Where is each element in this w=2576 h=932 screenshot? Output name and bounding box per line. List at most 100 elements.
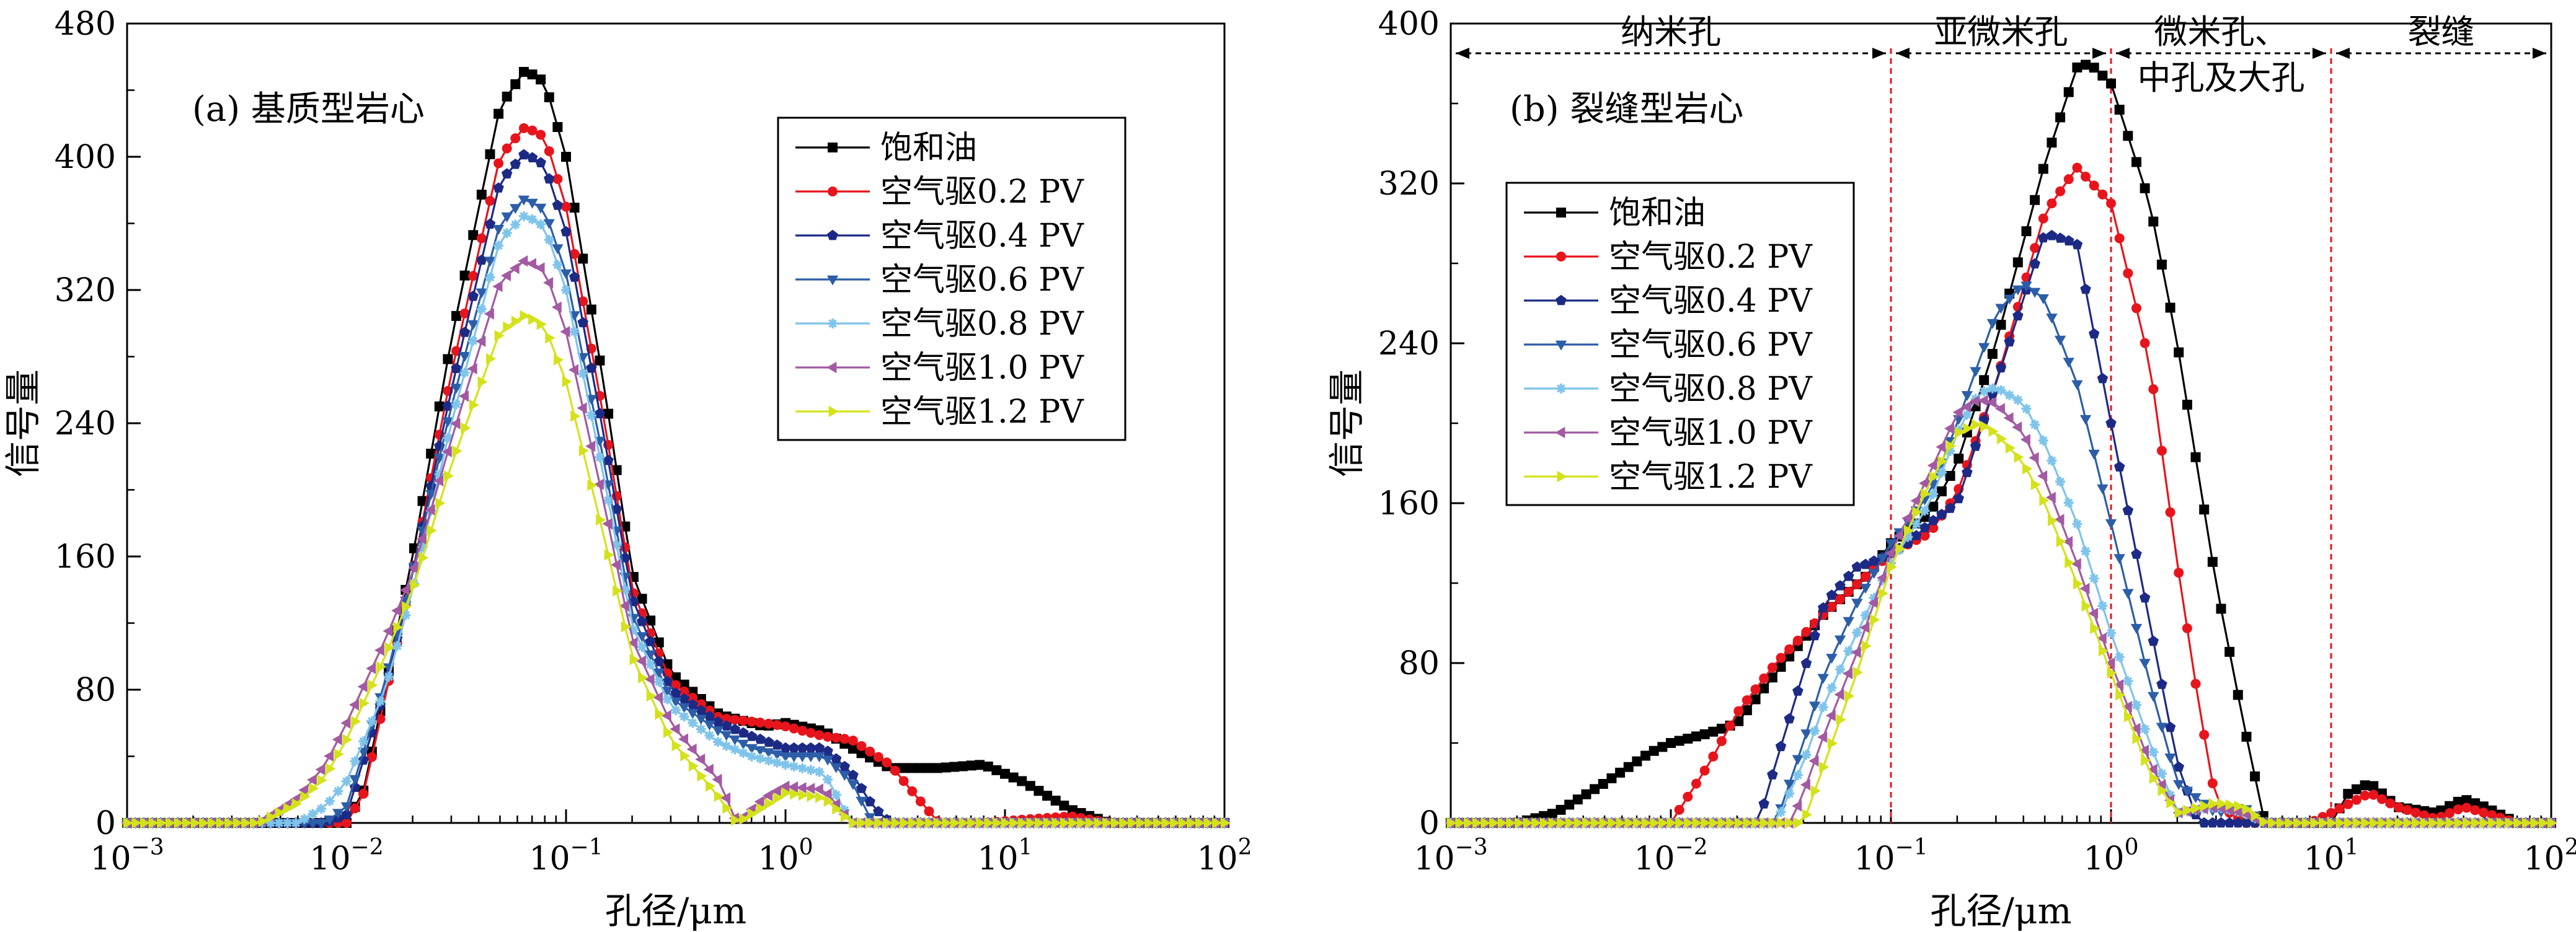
panel-b-data-point xyxy=(1691,778,1701,789)
panel-a-data-point xyxy=(578,445,589,457)
panel-b-legend-label: 饱和油 xyxy=(1609,195,1706,232)
panel-a-data-point xyxy=(552,122,563,133)
panel-b-data-point xyxy=(1885,539,1897,550)
panel-a-data-point xyxy=(856,783,867,793)
panel-b-data-point xyxy=(2055,186,2066,196)
panel-a-data-point xyxy=(536,319,547,330)
panel-a-data-point xyxy=(864,796,875,807)
panel-a-data-point xyxy=(737,739,750,750)
panel-b-data-point xyxy=(1835,580,1846,591)
panel-a-data-point xyxy=(907,786,918,796)
panel-a-data-point xyxy=(900,817,910,829)
panel-b-data-point xyxy=(1750,694,1761,705)
panel-b-data-point xyxy=(2106,628,2116,638)
panel-a-data-point xyxy=(823,731,833,742)
panel-a-data-point xyxy=(780,742,791,753)
panel-b-data-point xyxy=(2012,310,2024,321)
panel-b-y-tick-label: 80 xyxy=(1399,645,1440,682)
panel-b-data-point xyxy=(1547,809,1557,819)
panel-a-data-point xyxy=(536,74,546,85)
panel-a-data-point xyxy=(1017,776,1027,786)
panel-a-data-point xyxy=(798,789,808,801)
panel-b-data-point xyxy=(1870,613,1880,626)
panel-a-data-point xyxy=(1136,817,1146,829)
panel-b-data-point xyxy=(1953,493,1964,504)
panel-b-data-point xyxy=(1861,610,1871,620)
panel-a-data-point xyxy=(603,408,614,419)
panel-b-data-point xyxy=(2131,157,2141,167)
panel-b-data-point xyxy=(1708,726,1719,737)
panel-b-data-point xyxy=(2496,817,2507,829)
panel-b-legend-swatch-marker xyxy=(1555,340,1567,351)
panel-a-data-point xyxy=(442,417,454,428)
panel-a-data-point xyxy=(620,542,631,553)
panel-b-data-point xyxy=(2106,198,2116,209)
panel-a-data-point xyxy=(730,714,740,725)
panel-b-data-point xyxy=(1497,817,1508,829)
panel-a-data-point xyxy=(451,310,461,321)
panel-b-data-point xyxy=(1817,731,1828,743)
panel-b-data-point xyxy=(2048,514,2058,527)
panel-a-data-point xyxy=(441,446,452,458)
panel-b-data-point xyxy=(1961,391,1973,402)
panel-b-data-point xyxy=(2276,817,2286,829)
panel-b-data-point xyxy=(1859,622,1870,633)
panel-a-data-point xyxy=(291,798,302,810)
panel-a-data-point xyxy=(569,364,579,376)
panel-b-data-point xyxy=(2097,484,2109,495)
panel-b-data-point xyxy=(2130,623,2143,634)
panel-b-data-point xyxy=(2021,281,2032,292)
panel-b-data-point xyxy=(2513,817,2523,829)
panel-a-data-point xyxy=(653,656,665,667)
panel-a-data-point xyxy=(722,802,733,814)
panel-a-data-point xyxy=(544,92,554,103)
panel-b-data-point xyxy=(1800,657,1812,668)
panel-a-y-tick-label: 240 xyxy=(55,405,116,442)
panel-b-data-point xyxy=(2114,233,2125,244)
panel-a-data-point xyxy=(552,174,563,184)
panel-b-data-point xyxy=(2063,235,2074,246)
panel-a-data-point xyxy=(646,690,657,702)
panel-a-data-point xyxy=(452,445,463,457)
panel-a-x-tick-label: 100 xyxy=(758,835,813,877)
panel-b-data-point xyxy=(2487,810,2497,820)
panel-b-data-point xyxy=(2164,754,2176,764)
panel-a-data-point xyxy=(283,802,294,814)
panel-b-data-point xyxy=(1928,514,1939,525)
panel-b-data-point xyxy=(1768,817,1779,829)
panel-a-data-point xyxy=(1043,817,1053,829)
panel-a-data-point xyxy=(857,817,868,829)
panel-b-data-point xyxy=(1742,705,1752,716)
panel-b-x-tick-label: 101 xyxy=(2303,835,2358,877)
panel-b-data-point xyxy=(1843,646,1854,656)
panel-b-data-point xyxy=(2174,807,2185,819)
panel-b-data-point xyxy=(2113,461,2125,472)
panel-b-data-point xyxy=(1726,817,1737,829)
panel-a-data-point xyxy=(435,497,446,509)
panel-b-data-point xyxy=(1701,817,1711,829)
panel-b-data-point xyxy=(1767,672,1777,683)
panel-a-legend-label: 空气驱0.6 PV xyxy=(880,262,1084,299)
panel-a-data-point xyxy=(535,157,546,167)
panel-b-data-point xyxy=(2123,676,2133,687)
panel-b-data-point xyxy=(1945,471,1955,481)
panel-b-data-point xyxy=(2156,679,2167,689)
panel-b-data-point xyxy=(2014,451,2024,463)
panel-a-data-point xyxy=(375,696,386,706)
panel-a-data-point xyxy=(678,693,690,704)
panel-a-data-point xyxy=(274,818,285,828)
panel-b-data-point xyxy=(2394,802,2404,812)
panel-b-data-point xyxy=(1683,791,1693,802)
panel-b-data-point xyxy=(2131,303,2141,314)
panel-a-data-point xyxy=(779,780,790,793)
panel-a-data-point xyxy=(686,743,697,755)
panel-a-data-point xyxy=(865,817,876,829)
panel-a-data-point xyxy=(638,672,648,684)
panel-a-data-point xyxy=(315,819,327,829)
panel-b-data-point xyxy=(2208,798,2219,810)
panel-a-data-point xyxy=(696,724,706,734)
panel-a-data-point xyxy=(502,143,512,154)
panel-b-data-point xyxy=(2190,452,2201,462)
panel-a-data-point xyxy=(628,624,639,635)
